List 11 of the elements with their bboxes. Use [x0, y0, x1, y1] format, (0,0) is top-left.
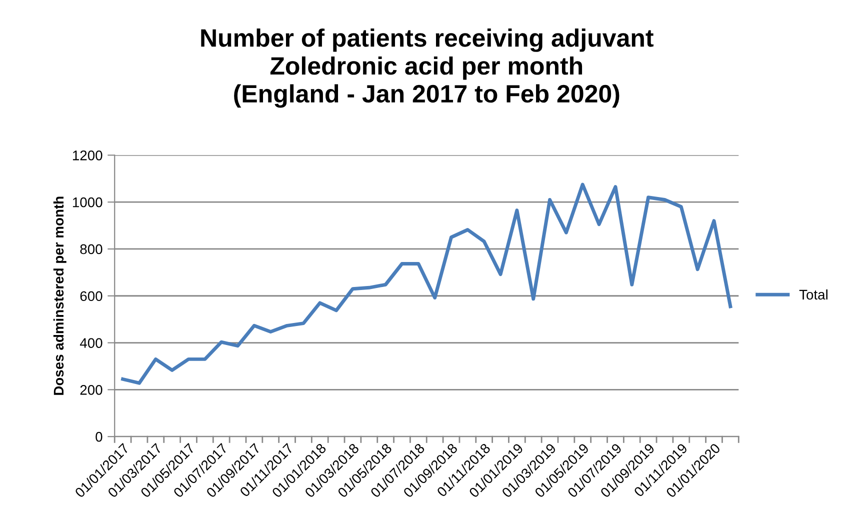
line-series — [121, 182, 732, 385]
y-tick-label: 200 — [80, 385, 102, 395]
y-tick-label: 1000 — [72, 197, 102, 208]
chart-title: Number of patients receiving adjuvant Zoledronic acid per month (England - Jan 2017 to Feb 2020) — [201, 28, 654, 108]
y-tick-label: 400 — [80, 338, 102, 348]
y-tick-label: 1200 — [72, 150, 102, 160]
y-tick-label: 0 — [96, 432, 102, 442]
y-tick-label: 800 — [80, 244, 102, 254]
y-tick-label: 600 — [80, 291, 102, 302]
y-axis-title: Doses adminstered per month — [53, 196, 66, 395]
legend-label: Total — [799, 289, 828, 300]
